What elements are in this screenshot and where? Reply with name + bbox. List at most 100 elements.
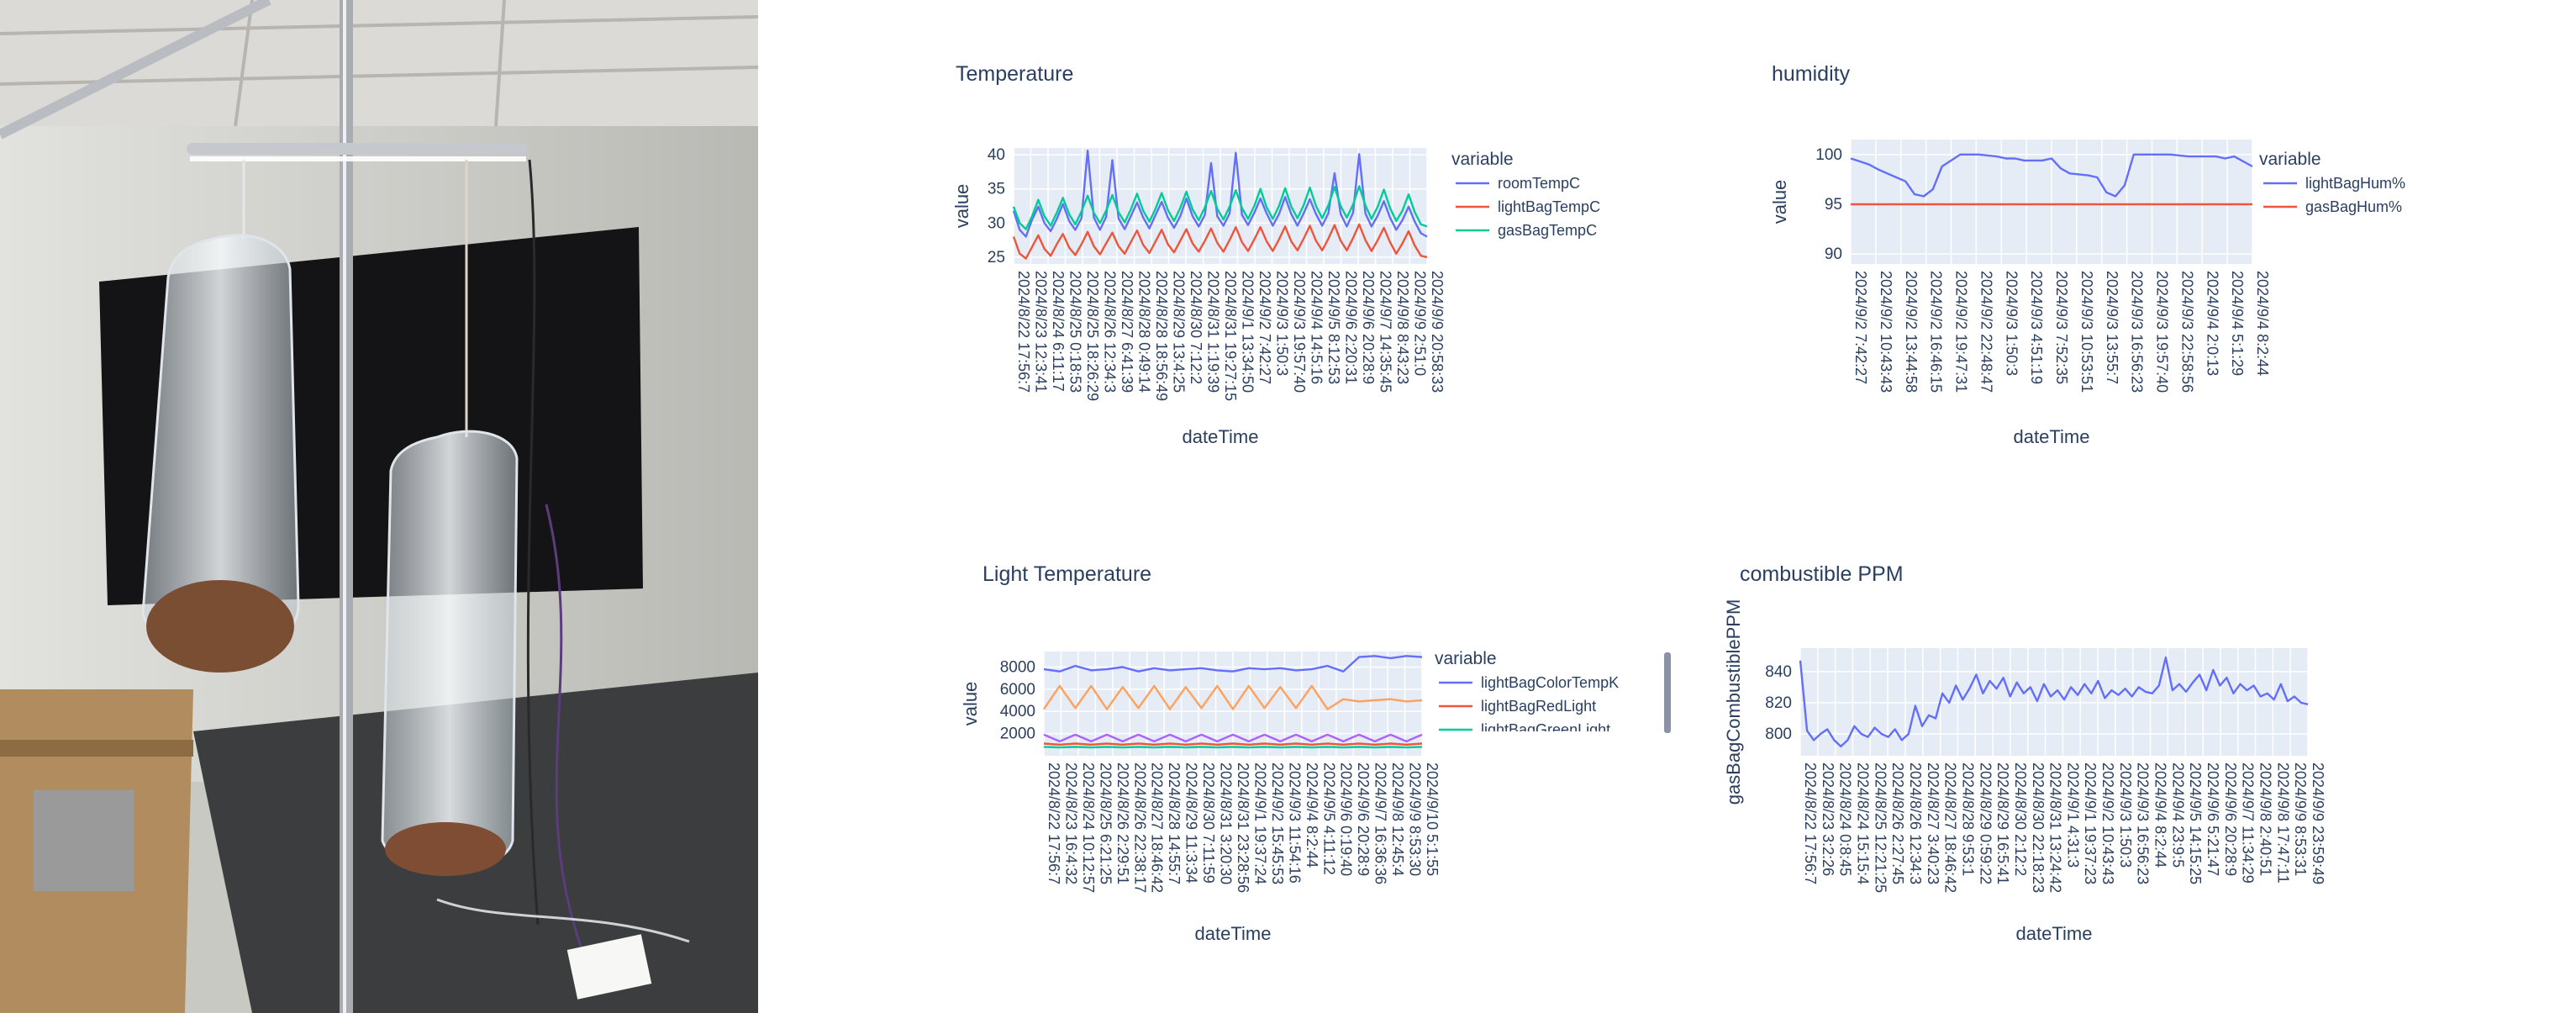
x-tick-label: 2024/9/1 19:37:24 xyxy=(1251,762,1268,884)
x-tick-label: 2024/8/24 10:12:57 xyxy=(1080,762,1097,893)
x-tick-label: 2024/8/29 16:5:41 xyxy=(1994,762,2011,884)
x-tick-label: 2024/8/28 9:53:1 xyxy=(1959,762,1976,876)
series-line-lightbagbluelight xyxy=(1043,733,1423,743)
y-tick-label: 40 xyxy=(988,146,1005,164)
x-tick-label: 2024/8/23 3:2:26 xyxy=(1820,762,1836,876)
legend-item-roomtempc[interactable]: roomTempC xyxy=(1498,175,1580,192)
y-axis-label: gasBagCombustiblePPM xyxy=(1723,599,1744,805)
x-tick-label: 2024/9/3 19:57:40 xyxy=(2154,271,2171,393)
legend-item-lightbagbluelight[interactable]: lightBagBlueLight xyxy=(1481,745,1599,762)
x-tick-label: 2024/9/9 20:58:33 xyxy=(1429,271,1446,393)
y-tick-label: 25 xyxy=(988,249,1005,266)
y-tick-label: 6000 xyxy=(1000,681,1035,699)
paper-note xyxy=(566,934,652,1000)
x-tick-label: 2024/9/6 20:28:9 xyxy=(1355,762,1372,876)
x-tick-label: 2024/8/23 16:4:32 xyxy=(1062,762,1079,884)
series-line-lightbagtempc xyxy=(1012,223,1428,260)
x-tick-label: 2024/8/25 12:21:25 xyxy=(1872,762,1889,893)
x-tick-label: 2024/9/5 14:15:25 xyxy=(2187,762,2204,884)
x-tick-label: 2024/8/30 7:11:59 xyxy=(1200,762,1217,884)
x-tick-label: 2024/9/8 17:47:11 xyxy=(2274,762,2291,884)
x-tick-label: 2024/9/3 10:53:51 xyxy=(2078,271,2095,393)
x-tick-label: 2024/8/25 0:18:53 xyxy=(1067,271,1084,393)
x-tick-label: 2024/9/1 4:31:3 xyxy=(2064,762,2081,868)
x-tick-label: 2024/9/2 7:42:27 xyxy=(1256,271,1273,384)
legend-item-lightbaghum[interactable]: lightBagHum% xyxy=(2305,175,2405,192)
legend[interactable]: variable lightBagColorTempK lightBagRedLig… xyxy=(1435,649,1619,762)
legend[interactable]: variable lightBagHum% gasBagHum% xyxy=(2259,150,2405,215)
y-tick-label: 35 xyxy=(988,181,1005,198)
x-tick-label: 2024/9/8 2:40:51 xyxy=(2257,762,2274,876)
x-tick-label: 2024/9/2 10:43:43 xyxy=(1878,271,1894,393)
x-tick-label: 2024/9/3 22:58:56 xyxy=(2178,271,2195,393)
legend-item-gasbagtempc[interactable]: gasBagTempC xyxy=(1498,222,1597,239)
x-tick-label: 2024/8/31 23:28:56 xyxy=(1235,762,1251,893)
x-tick-label: 2024/8/31 3:20:30 xyxy=(1218,762,1235,884)
chart-title: Temperature xyxy=(956,62,1073,86)
x-tick-label: 2024/9/9 8:53:31 xyxy=(2292,762,2309,876)
legend[interactable]: variable roomTempC lightBagTempC gasBagTemp… xyxy=(1451,150,1600,239)
x-tick-label: 2024/9/2 7:42:27 xyxy=(1852,271,1869,384)
x-tick-label: 2024/9/2 10:43:43 xyxy=(2099,762,2116,884)
plot-area xyxy=(1800,648,2308,756)
x-tick-label: 2024/8/22 17:56:7 xyxy=(1046,762,1062,884)
y-axis-label: value xyxy=(960,682,981,726)
x-tick-label: 2024/9/4 14:5:16 xyxy=(1309,271,1325,384)
y-axis-label: value xyxy=(1769,180,1790,224)
x-tick-label: 2024/8/29 11:3:34 xyxy=(1183,762,1200,884)
legend-scrollbar[interactable] xyxy=(1664,652,1671,733)
x-tick-label: 2024/9/7 14:35:45 xyxy=(1378,271,1394,393)
x-tick-label: 2024/9/3 16:56:23 xyxy=(2129,271,2146,393)
legend-item-lightbaggreenlight[interactable]: lightBagGreenLight xyxy=(1481,721,1610,738)
x-tick-label: 2024/9/6 2:20:31 xyxy=(1343,271,1360,384)
x-tick-label: 2024/8/26 2:27:45 xyxy=(1889,762,1906,884)
x-axis-label: dateTime xyxy=(1195,923,1272,944)
x-tick-label: 2024/9/1 19:37:23 xyxy=(2082,762,2099,884)
x-tick-label: 2024/8/28 14:55:7 xyxy=(1166,762,1183,884)
x-tick-label: 2024/8/22 17:56:7 xyxy=(1802,762,1819,884)
x-tick-label: 2024/8/31 19:27:15 xyxy=(1222,271,1239,401)
x-axis-label: dateTime xyxy=(2014,426,2090,447)
x-tick-label: 2024/9/8 8:43:23 xyxy=(1394,271,1411,384)
x-tick-label: 2024/8/29 13:4:25 xyxy=(1171,271,1188,393)
legend-title: variable xyxy=(1435,649,1497,668)
legend-title: variable xyxy=(2259,150,2321,169)
series-line-lightbaghum xyxy=(1850,153,2253,198)
x-tick-label: 2024/9/6 5:21:47 xyxy=(2205,762,2221,876)
x-axis-label: dateTime xyxy=(2016,923,2093,944)
legend-item-gasbaghum[interactable]: gasBagHum% xyxy=(2305,198,2402,215)
series-line-gasbagtempc xyxy=(1012,185,1428,230)
x-tick-label: 2024/8/29 0:59:22 xyxy=(1977,762,1994,884)
x-tick-label: 2024/8/26 12:34:3 xyxy=(1907,762,1924,884)
x-tick-label: 2024/9/3 4:51:19 xyxy=(2028,271,2045,384)
legend-title: variable xyxy=(1451,150,1514,169)
y-tick-label: 800 xyxy=(1765,725,1792,743)
x-tick-label: 2024/8/27 18:46:42 xyxy=(1942,762,1959,893)
x-tick-label: 2024/8/25 18:26:29 xyxy=(1084,271,1101,401)
x-tick-label: 2024/9/2 22:48:47 xyxy=(1978,271,1994,393)
x-tick-label: 2024/9/7 11:34:29 xyxy=(2240,762,2257,884)
legend-item-lightbagredlight[interactable]: lightBagRedLight xyxy=(1481,698,1596,715)
x-tick-label: 2024/9/7 16:36:36 xyxy=(1372,762,1389,884)
x-tick-label: 2024/9/3 19:57:40 xyxy=(1291,271,1308,393)
x-tick-label: 2024/8/30 7:12:2 xyxy=(1188,271,1204,384)
x-tick-label: 2024/9/3 16:56:23 xyxy=(2135,762,2152,884)
led-light-bar xyxy=(190,156,526,161)
x-tick-label: 2024/9/6 20:28:9 xyxy=(1360,271,1377,384)
hanger-bar xyxy=(187,143,528,155)
series-line-gasbagcombustibleppm xyxy=(1799,656,2309,748)
x-tick-label: 2024/9/3 11:54:16 xyxy=(1286,762,1303,884)
series-line-series-4 xyxy=(1043,684,1423,710)
y-tick-label: 8000 xyxy=(1000,658,1035,676)
series-line-lightbagredlight xyxy=(1043,742,1423,746)
legend-item-lightbagtempc[interactable]: lightBagTempC xyxy=(1498,198,1600,215)
x-tick-label: 2024/9/4 2:0:13 xyxy=(2204,271,2220,376)
x-tick-label: 2024/8/26 22:38:17 xyxy=(1131,762,1148,893)
x-tick-label: 2024/9/2 16:46:15 xyxy=(1928,271,1945,393)
x-tick-label: 2024/8/25 6:21:25 xyxy=(1097,762,1114,884)
x-tick-label: 2024/9/3 1:50:3 xyxy=(2117,762,2134,868)
legend-item-lightbagcolortempk[interactable]: lightBagColorTempK xyxy=(1481,674,1619,691)
